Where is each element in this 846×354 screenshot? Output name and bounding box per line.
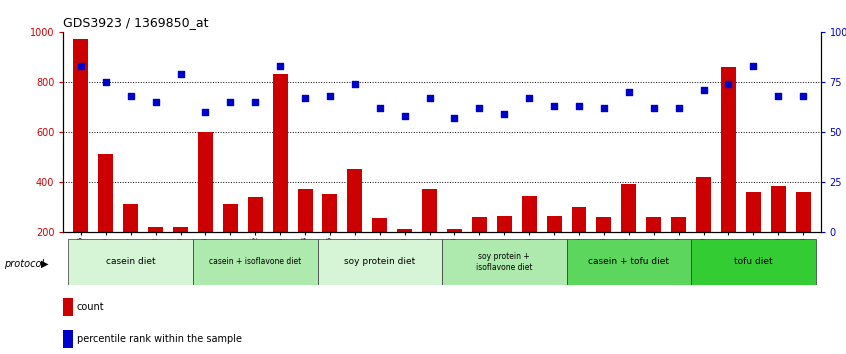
FancyBboxPatch shape	[69, 239, 193, 285]
Point	[622, 89, 635, 95]
Point	[199, 109, 212, 115]
Point	[747, 63, 761, 69]
Point	[99, 79, 113, 85]
FancyBboxPatch shape	[193, 239, 317, 285]
Bar	[547, 216, 562, 282]
Bar	[272, 74, 288, 282]
Bar	[248, 197, 263, 282]
Text: protocol: protocol	[4, 259, 45, 269]
Point	[547, 103, 561, 109]
Point	[74, 63, 88, 69]
Text: casein + tofu diet: casein + tofu diet	[588, 257, 669, 267]
Bar	[372, 218, 387, 282]
Point	[772, 93, 785, 99]
Point	[796, 93, 810, 99]
Bar	[422, 189, 437, 282]
FancyBboxPatch shape	[442, 239, 567, 285]
Bar	[322, 194, 338, 282]
Bar	[746, 192, 761, 282]
Point	[273, 63, 287, 69]
Point	[697, 87, 711, 93]
Point	[249, 99, 262, 105]
Point	[448, 115, 461, 121]
Text: GDS3923 / 1369850_at: GDS3923 / 1369850_at	[63, 16, 209, 29]
Bar	[398, 229, 412, 282]
Text: soy protein diet: soy protein diet	[344, 257, 415, 267]
Bar	[796, 192, 810, 282]
Text: soy protein +
isoflavone diet: soy protein + isoflavone diet	[476, 252, 532, 272]
Point	[572, 103, 585, 109]
Point	[672, 105, 685, 111]
Point	[423, 95, 437, 101]
Bar	[522, 196, 536, 282]
Bar	[63, 298, 73, 316]
Point	[323, 93, 337, 99]
Bar	[74, 39, 88, 282]
Bar	[447, 229, 462, 282]
FancyBboxPatch shape	[317, 239, 442, 285]
Bar	[348, 169, 362, 282]
FancyBboxPatch shape	[567, 239, 691, 285]
Bar	[671, 217, 686, 282]
Point	[173, 71, 187, 77]
Bar	[721, 67, 736, 282]
Text: count: count	[77, 302, 104, 312]
Point	[373, 105, 387, 111]
Bar	[497, 216, 512, 282]
Point	[473, 105, 486, 111]
Text: percentile rank within the sample: percentile rank within the sample	[77, 334, 242, 344]
Bar	[222, 204, 238, 282]
Bar	[63, 330, 73, 348]
Bar	[696, 177, 711, 282]
Point	[299, 95, 312, 101]
Bar	[148, 227, 163, 282]
Point	[398, 113, 411, 119]
Text: casein + isoflavone diet: casein + isoflavone diet	[209, 257, 301, 267]
Bar	[596, 217, 612, 282]
Bar	[472, 217, 486, 282]
Text: tofu diet: tofu diet	[734, 257, 772, 267]
Bar	[198, 132, 213, 282]
Bar	[124, 204, 138, 282]
Bar	[646, 217, 662, 282]
Bar	[771, 185, 786, 282]
Point	[523, 95, 536, 101]
Text: ▶: ▶	[41, 259, 48, 269]
Point	[124, 93, 137, 99]
Point	[149, 99, 162, 105]
Point	[597, 105, 611, 111]
Point	[497, 111, 511, 117]
Point	[647, 105, 661, 111]
Bar	[98, 154, 113, 282]
Point	[722, 81, 735, 87]
Point	[348, 81, 361, 87]
Text: casein diet: casein diet	[106, 257, 156, 267]
FancyBboxPatch shape	[691, 239, 816, 285]
Bar	[572, 207, 586, 282]
Bar	[173, 227, 188, 282]
Bar	[621, 184, 636, 282]
Point	[223, 99, 237, 105]
Bar	[298, 189, 312, 282]
